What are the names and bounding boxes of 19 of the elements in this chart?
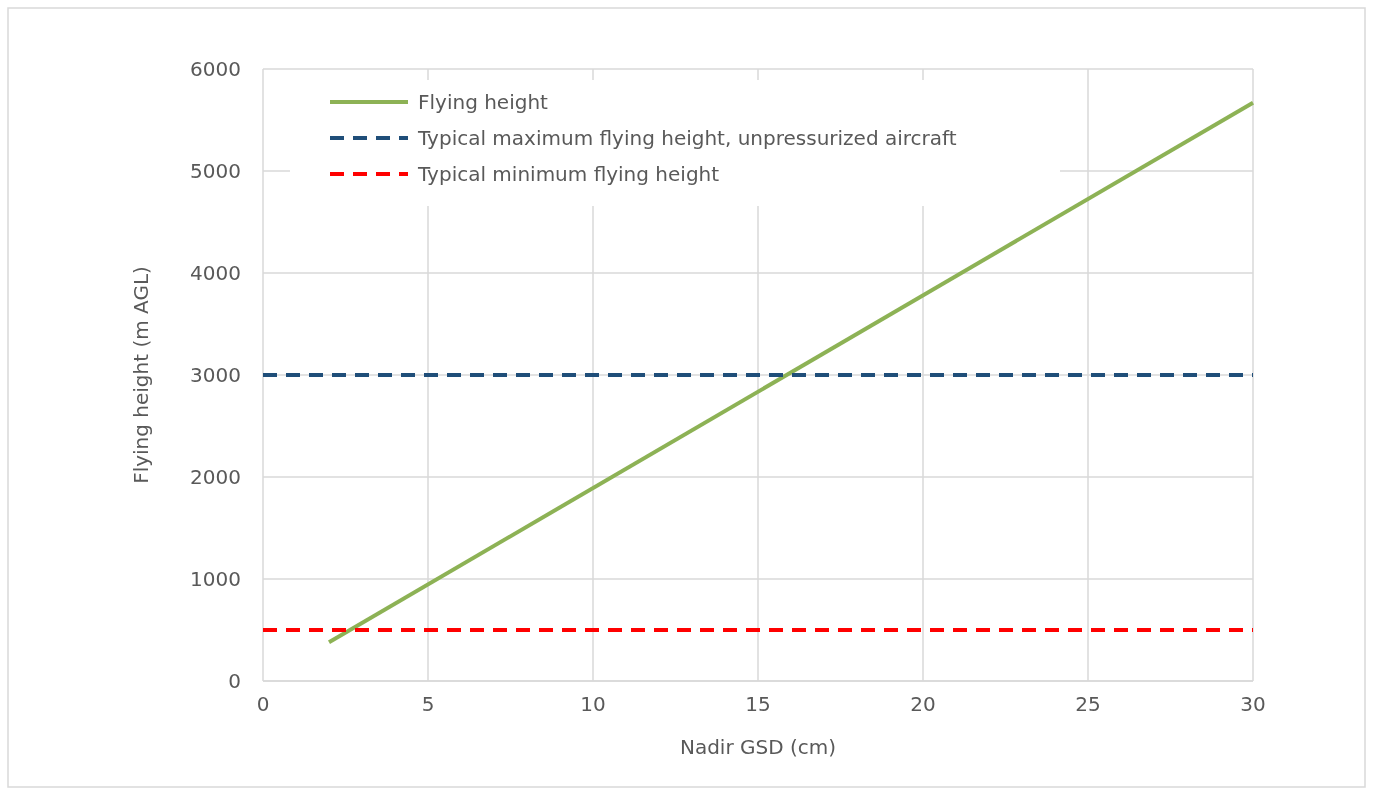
y-tick-label: 2000 [190, 465, 241, 489]
legend-label: Flying height [418, 90, 549, 114]
x-tick-label: 25 [1075, 692, 1101, 716]
y-axis-title: Flying height (m AGL) [129, 266, 153, 484]
legend-label: Typical minimum flying height [417, 162, 720, 186]
y-tick-label: 6000 [190, 57, 241, 81]
y-tick-label: 4000 [190, 261, 241, 285]
legend-label: Typical maximum flying height, unpressurized aircraft [417, 126, 957, 150]
x-axis-title: Nadir GSD (cm) [679, 735, 837, 759]
x-tick-label: 30 [1240, 692, 1266, 716]
y-tick-label: 3000 [190, 363, 241, 387]
y-tick-label: 0 [228, 669, 241, 693]
x-tick-label: 15 [745, 692, 771, 716]
x-tick-label: 0 [256, 692, 270, 716]
y-tick-label: 5000 [190, 159, 241, 183]
x-tick-label: 20 [910, 692, 936, 716]
y-tick-label: 1000 [190, 567, 241, 591]
x-tick-label: 5 [421, 692, 435, 716]
x-tick-label: 10 [580, 692, 606, 716]
